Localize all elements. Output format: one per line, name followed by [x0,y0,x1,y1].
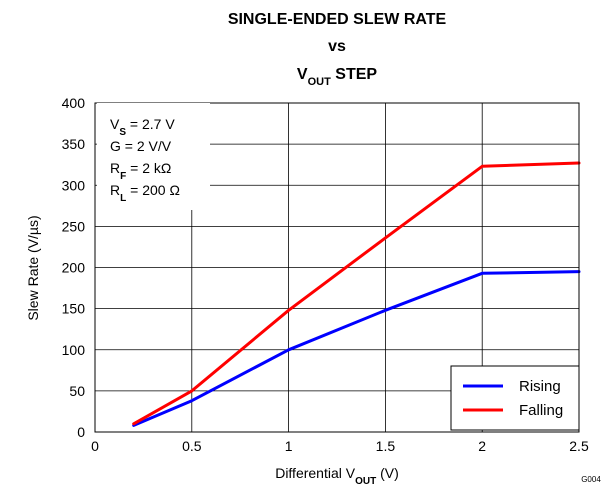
plot-frame [94,102,580,433]
y-tick-labels: 0 50 100 150 200 250 300 350 400 [62,95,86,440]
y-tick-label: 0 [77,424,85,440]
conditions-box [97,103,210,210]
y-tick-label: 150 [62,301,86,317]
chart-title-line1: SINGLE-ENDED SLEW RATE [228,11,447,28]
y-tick-label: 100 [62,342,86,358]
y-tick-label: 350 [62,136,86,152]
condition-line: G = 2 V/V [110,138,172,154]
y-tick-label: 250 [62,218,86,234]
y-axis-label: Slew Rate (V/µs) [25,215,41,320]
series-line-falling [132,161,581,426]
x-tick-label: 1 [285,438,293,454]
x-tick-label: 0 [91,438,99,454]
x-tick-label: 2.5 [569,438,589,454]
x-tick-label: 1.5 [376,438,396,454]
x-tick-labels: 0 0.5 1 1.5 2 2.5 [91,438,589,454]
legend-box [450,365,580,431]
legend-label-falling: Falling [519,402,563,419]
figure-code: G004 [581,475,601,484]
condition-line: RL = 200 Ω [110,182,180,204]
x-tick-label: 2 [478,438,486,454]
chart-title-line2: vs [328,38,346,55]
series-line-rising [132,270,581,427]
x-axis-label: Differential VOUT (V) [275,465,399,487]
y-tick-label: 300 [62,177,86,193]
condition-line: RF = 2 kΩ [110,160,171,182]
y-tick-label: 200 [62,260,86,276]
y-tick-label: 400 [62,95,86,111]
y-tick-label: 50 [69,383,85,399]
series-layer [132,161,581,427]
chart-title-line3: VOUT STEP [297,66,377,88]
condition-line: VS = 2.7 V [110,116,175,138]
legend-label-rising: Rising [519,378,561,395]
x-tick-label: 0.5 [182,438,202,454]
legend: Rising Falling [450,365,580,431]
